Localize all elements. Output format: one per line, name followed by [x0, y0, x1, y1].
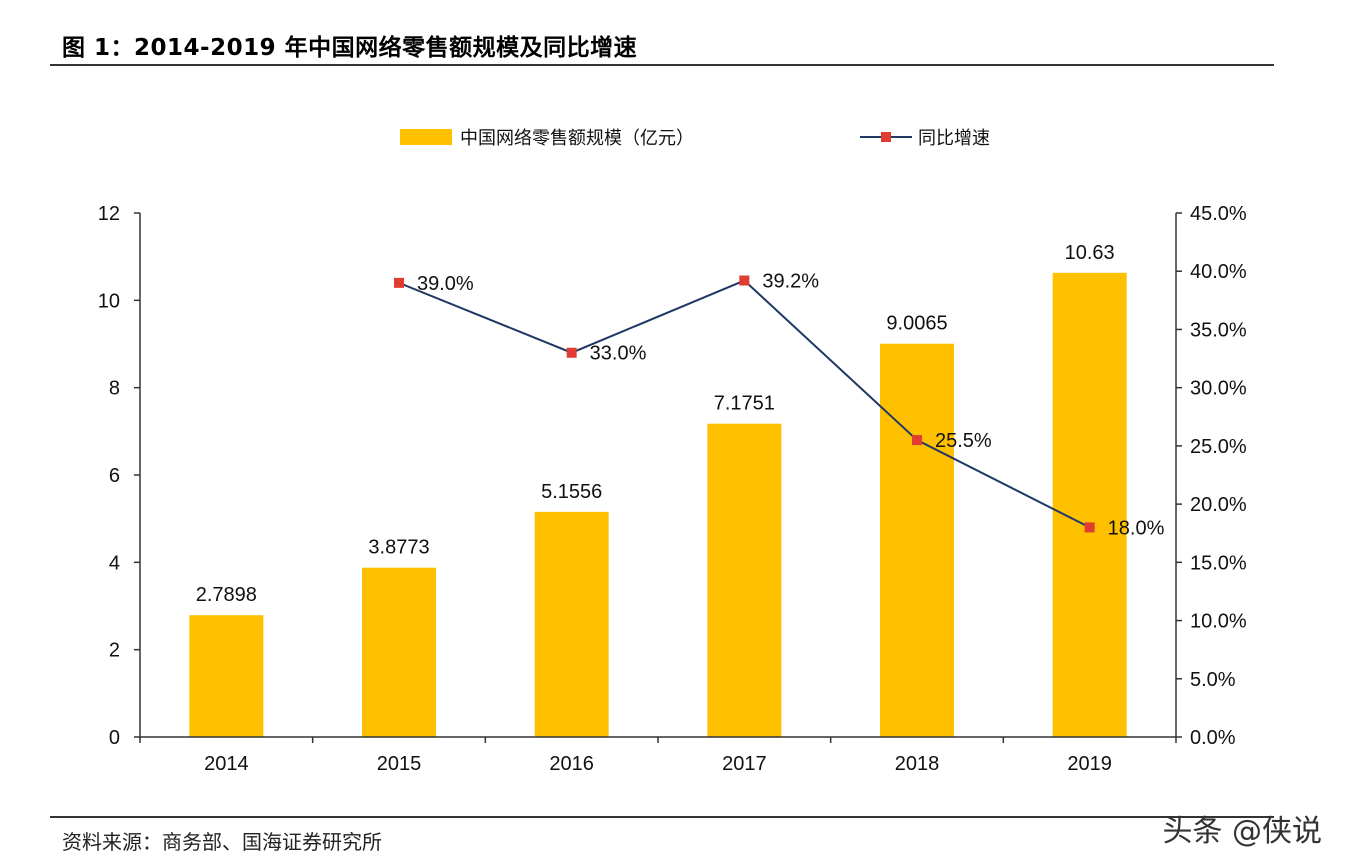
line-value-label: 25.5% [935, 430, 992, 452]
line-value-label: 39.2% [762, 271, 819, 293]
line-value-label: 18.0% [1108, 517, 1165, 539]
line-data-labels: 39.0% 33.0% 39.2% 25.5% 18.0% [417, 271, 1165, 540]
right-tick-label: 25.0% [1190, 436, 1247, 458]
figure-title: 图 1：2014-2019 年中国网络零售额规模及同比增速 [62, 35, 638, 61]
bar [707, 423, 782, 737]
bar [534, 511, 609, 737]
right-tick-label: 40.0% [1190, 261, 1247, 283]
left-tick-label: 12 [98, 203, 120, 225]
bar [189, 615, 264, 737]
left-tick-label: 0 [109, 727, 120, 749]
right-tick-label: 30.0% [1190, 378, 1247, 400]
x-axis: 2014 2015 2016 2017 2018 2019 [139, 736, 1177, 775]
bar-value-label: 7.1751 [714, 393, 775, 415]
legend: 中国网络零售额规模（亿元） 同比增速 [400, 128, 990, 149]
bar [362, 567, 436, 737]
bar-value-label: 9.0065 [886, 313, 947, 335]
line-point [394, 277, 404, 288]
legend-label-line: 同比增速 [918, 128, 990, 149]
right-tick-label: 5.0% [1190, 669, 1236, 691]
bar-value-label: 10.63 [1065, 242, 1115, 264]
legend-marker [881, 132, 891, 142]
right-tick-label: 20.0% [1190, 494, 1247, 516]
bar-value-label: 2.7898 [196, 584, 257, 606]
bar [880, 343, 954, 737]
right-axis: 0.0% 5.0% 10.0% 15.0% 20.0% 25.0% 30.0% 35.0% 40… [1175, 203, 1247, 749]
x-tick-label: 2014 [204, 753, 249, 775]
source-note: 资料来源：商务部、国海证券研究所 [62, 830, 382, 854]
bar-value-label: 5.1556 [541, 481, 602, 503]
bottom-rule [50, 816, 1274, 818]
line-value-label: 33.0% [590, 343, 647, 365]
line-point [739, 275, 750, 286]
legend-swatch-bar [400, 129, 452, 145]
left-axis: 0 2 4 6 8 10 12 [98, 203, 141, 749]
bar-series [189, 272, 1127, 737]
right-tick-label: 15.0% [1190, 552, 1247, 574]
watermark: 头条 @侠说 [1162, 814, 1322, 849]
legend-label-bar: 中国网络零售额规模（亿元） [460, 128, 694, 149]
left-tick-label: 2 [109, 640, 120, 662]
x-tick-label: 2015 [377, 753, 422, 775]
line-value-label: 39.0% [417, 273, 474, 295]
x-tick-label: 2018 [895, 753, 940, 775]
left-tick-label: 4 [109, 552, 120, 574]
line-point [912, 435, 922, 446]
x-tick-label: 2017 [722, 753, 767, 775]
bar-value-label: 3.8773 [368, 537, 429, 559]
line-series [394, 275, 1095, 533]
right-tick-label: 10.0% [1190, 611, 1247, 633]
left-tick-label: 10 [98, 290, 120, 312]
left-tick-label: 6 [109, 465, 120, 487]
bar-data-labels: 2.7898 3.8773 5.1556 7.1751 9.0065 10.63 [196, 242, 1115, 606]
right-tick-label: 0.0% [1190, 727, 1236, 749]
top-rule [50, 64, 1274, 66]
right-tick-label: 45.0% [1190, 203, 1247, 225]
left-tick-label: 8 [109, 378, 120, 400]
x-tick-label: 2016 [549, 753, 594, 775]
line-point [566, 347, 577, 358]
bar [1052, 272, 1127, 737]
line-point [1084, 522, 1095, 533]
right-tick-label: 35.0% [1190, 319, 1247, 341]
x-tick-label: 2019 [1067, 753, 1112, 775]
